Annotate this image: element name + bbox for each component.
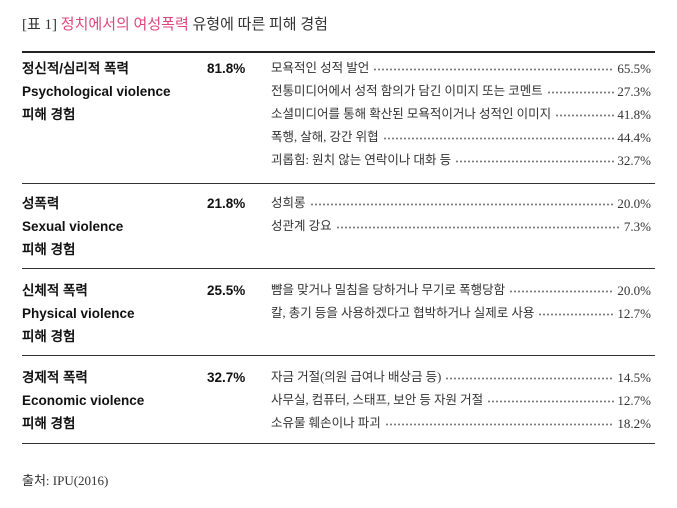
item-label: 전통미디어에서 성적 함의가 담긴 이미지 또는 코멘트 [271,84,543,98]
category-caption: 피해 경험 [22,107,76,122]
item-row: 뺨을 맞거나 밀침을 당하거나 무기로 폭행당함 20.0% [271,279,651,302]
item-label: 괴롭힘: 원치 않는 연락이나 대화 등 [271,153,452,167]
item-list: 뺨을 맞거나 밀침을 당하거나 무기로 폭행당함 20.0% 칼, 총기 등을 … [271,279,651,325]
category-name-en: Psychological violence [22,84,171,99]
title-highlight: 정치에서의 여성폭력 [60,17,189,33]
source-note: 출처: IPU(2016) [22,473,109,488]
item-row: 전통미디어에서 성적 함의가 담긴 이미지 또는 코멘트 27.3% [271,80,651,103]
dot-leader [555,103,615,126]
item-row: 소셜미디어를 통해 확산된 모욕적이거나 성적인 이미지 41.8% [271,103,651,126]
item-row: 사무실, 컴퓨터, 스태프, 보안 등 자원 거절 12.7% [271,389,651,412]
dot-leader [384,412,615,435]
item-label: 소셜미디어를 통해 확산된 모욕적이거나 성적인 이미지 [271,107,552,121]
dot-leader [487,389,615,412]
item-value: 44.4% [617,130,651,145]
item-value: 65.5% [617,61,651,76]
item-value: 7.3% [623,219,651,234]
category-name-en: Physical violence [22,306,135,321]
dot-leader [538,302,615,325]
item-label: 자금 거절(의원 급여나 배상금 등) [271,370,442,384]
dot-leader [509,279,615,302]
category-total: 81.8% [207,61,246,76]
item-value: 41.8% [617,107,651,122]
category-name-en: Economic violence [22,393,145,408]
item-row: 칼, 총기 등을 사용하겠다고 협박하거나 실제로 사용 12.7% [271,302,651,325]
category-label: 성폭력 Sexual violence 피해 경험 [22,192,207,261]
item-value: 20.0% [617,283,651,298]
dot-leader [382,126,615,149]
category-label: 경제적 폭력 Economic violence 피해 경험 [22,366,207,435]
item-row: 성희롱 20.0% [271,192,651,215]
category-name-ko: 정신적/심리적 폭력 [22,61,129,76]
item-row: 성관계 강요 7.3% [271,215,651,238]
category-label: 신체적 폭력 Physical violence 피해 경험 [22,279,207,348]
item-value: 32.7% [617,153,651,168]
item-label: 폭행, 살해, 강간 위협 [271,130,379,144]
category-caption: 피해 경험 [22,242,76,257]
item-row: 폭행, 살해, 강간 위협 44.4% [271,126,651,149]
dot-leader [309,192,615,215]
category-name-ko: 신체적 폭력 [22,283,88,298]
item-list: 자금 거절(의원 급여나 배상금 등) 14.5% 사무실, 컴퓨터, 스태프,… [271,366,651,435]
item-row: 자금 거절(의원 급여나 배상금 등) 14.5% [271,366,651,389]
dot-leader [455,149,615,172]
section-sexual-violence: 성폭력 Sexual violence 피해 경험 21.8% 성희롱 20.0… [22,184,655,269]
item-label: 칼, 총기 등을 사용하겠다고 협박하거나 실제로 사용 [271,306,535,320]
category-name-ko: 경제적 폭력 [22,370,88,385]
dot-leader [445,366,615,389]
section-psychological-violence: 정신적/심리적 폭력 Psychological violence 피해 경험 … [22,53,655,184]
item-label: 뺨을 맞거나 밀침을 당하거나 무기로 폭행당함 [271,283,506,297]
item-value: 12.7% [617,306,651,321]
item-label: 모욕적인 성적 발언 [271,61,370,75]
item-label: 소유물 훼손이나 파괴 [271,416,381,430]
item-value: 12.7% [617,393,651,408]
top-rule [22,51,655,53]
item-row: 괴롭힘: 원치 않는 연락이나 대화 등 32.7% [271,149,651,172]
dot-leader [373,57,615,80]
item-list: 성희롱 20.0% 성관계 강요 7.3% [271,192,651,238]
table-title: [표 1] 정치에서의 여성폭력 유형에 따른 피해 경험 [22,15,328,35]
item-label: 성희롱 [271,196,306,210]
item-value: 20.0% [617,196,651,211]
category-total: 32.7% [207,370,246,385]
category-total: 25.5% [207,283,246,298]
dot-leader [335,215,621,238]
item-list: 모욕적인 성적 발언 65.5% 전통미디어에서 성적 함의가 담긴 이미지 또… [271,57,651,172]
item-value: 27.3% [617,84,651,99]
category-name-ko: 성폭력 [22,196,60,211]
category-caption: 피해 경험 [22,416,76,431]
title-suffix: 유형에 따른 피해 경험 [192,17,328,33]
category-label: 정신적/심리적 폭력 Psychological violence 피해 경험 [22,57,207,126]
item-value: 18.2% [617,416,651,431]
category-total: 21.8% [207,196,246,211]
item-row: 모욕적인 성적 발언 65.5% [271,57,651,80]
category-caption: 피해 경험 [22,329,76,344]
category-name-en: Sexual violence [22,219,124,234]
title-prefix: [표 1] [22,17,58,33]
item-label: 성관계 강요 [271,219,332,233]
section-economic-violence: 경제적 폭력 Economic violence 피해 경험 32.7% 자금 … [22,356,655,444]
item-row: 소유물 훼손이나 파괴 18.2% [271,412,651,435]
dot-leader [546,80,615,103]
section-physical-violence: 신체적 폭력 Physical violence 피해 경험 25.5% 뺨을 … [22,269,655,356]
item-value: 14.5% [617,370,651,385]
item-label: 사무실, 컴퓨터, 스태프, 보안 등 자원 거절 [271,393,484,407]
